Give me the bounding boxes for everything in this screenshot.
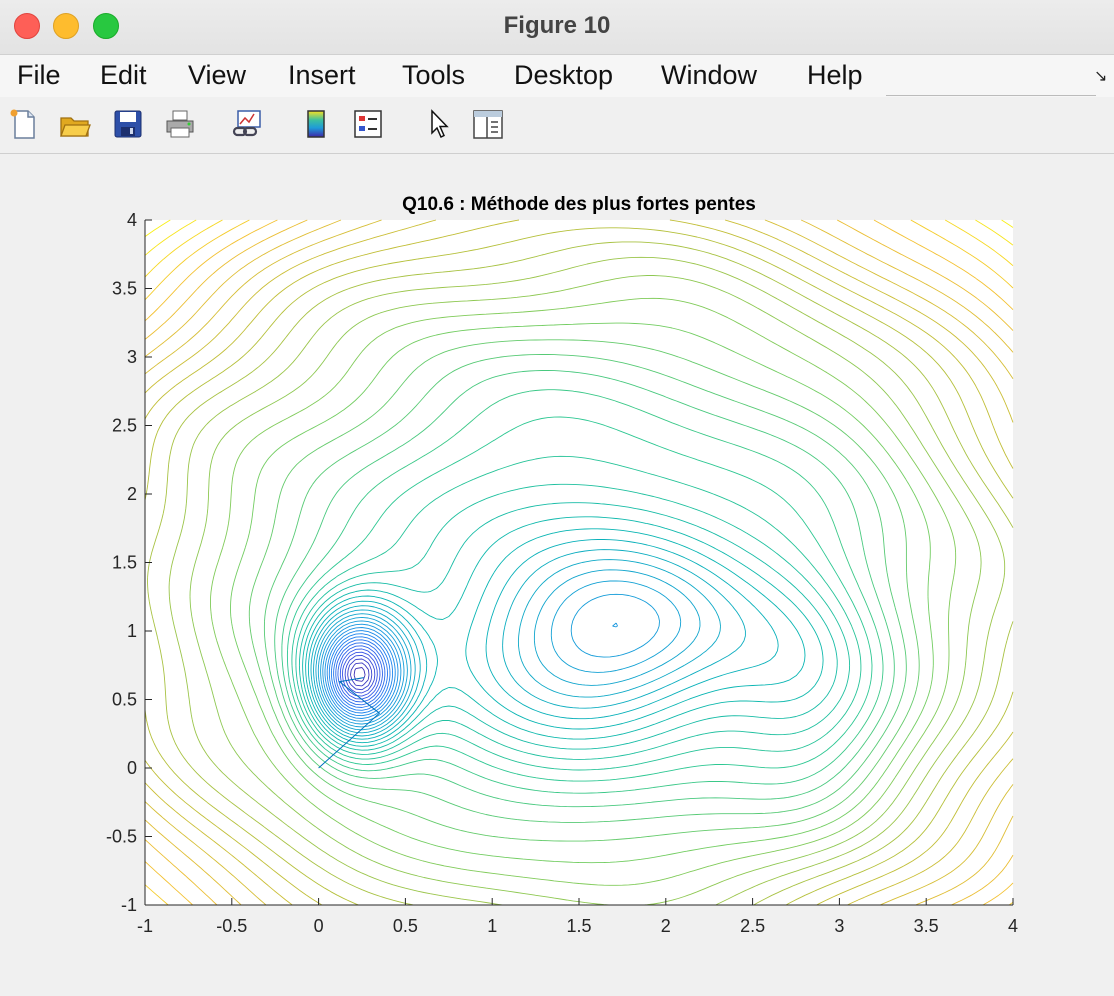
- menu-view[interactable]: View: [188, 60, 247, 90]
- close-window-button[interactable]: [14, 13, 40, 39]
- menubar-divider: [886, 95, 1096, 96]
- minimize-window-button[interactable]: [53, 13, 79, 39]
- figure-canvas: [0, 154, 1114, 996]
- menu-tools[interactable]: Tools: [402, 60, 466, 90]
- menu-window[interactable]: Window: [661, 60, 758, 90]
- menu-edit[interactable]: Edit: [100, 60, 147, 90]
- dock-figure-icon[interactable]: ↘: [1094, 68, 1108, 85]
- legend-icon[interactable]: [352, 108, 384, 140]
- figure-toolbar: [0, 98, 1114, 154]
- title-bar: Figure 10: [0, 0, 1114, 55]
- menu-file[interactable]: File: [17, 60, 61, 90]
- menu-desktop[interactable]: Desktop: [514, 60, 614, 90]
- window-title: Figure 10: [503, 12, 611, 39]
- menu-help[interactable]: Help: [807, 60, 863, 90]
- save-icon[interactable]: [112, 108, 144, 140]
- menu-insert[interactable]: Insert: [288, 60, 356, 90]
- open-file-icon[interactable]: [59, 108, 91, 140]
- maximize-window-button[interactable]: [93, 13, 119, 39]
- print-icon[interactable]: [164, 108, 196, 140]
- property-inspector-icon[interactable]: [471, 108, 503, 140]
- pointer-icon[interactable]: [423, 108, 455, 140]
- link-plot-icon[interactable]: [230, 108, 262, 140]
- menu-bar: File Edit View Insert Tools Desktop Wind…: [0, 55, 1114, 97]
- colorbar-icon[interactable]: [301, 108, 333, 140]
- new-figure-icon[interactable]: [8, 108, 40, 140]
